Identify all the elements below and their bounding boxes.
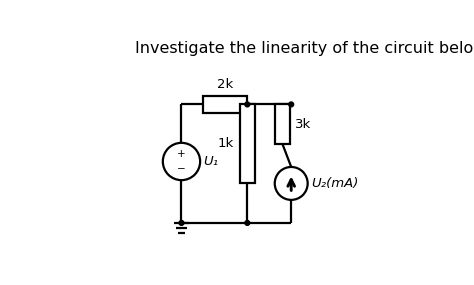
Bar [203,96,247,113]
Circle shape [163,143,200,180]
Text: +: + [177,149,186,159]
Text: U₁: U₁ [203,155,219,168]
Text: 1k: 1k [218,137,234,150]
Circle shape [275,167,308,200]
Circle shape [245,102,250,107]
Circle shape [245,221,250,225]
Text: −: − [177,164,186,174]
Circle shape [179,221,184,225]
Bar [275,104,290,144]
Text: 3k: 3k [295,118,311,131]
Bar [240,104,255,184]
Text: Investigate the linearity of the circuit below:: Investigate the linearity of the circuit… [136,41,474,56]
Text: U₂(mA): U₂(mA) [311,177,358,190]
Circle shape [289,102,293,107]
Text: 2k: 2k [217,78,234,91]
